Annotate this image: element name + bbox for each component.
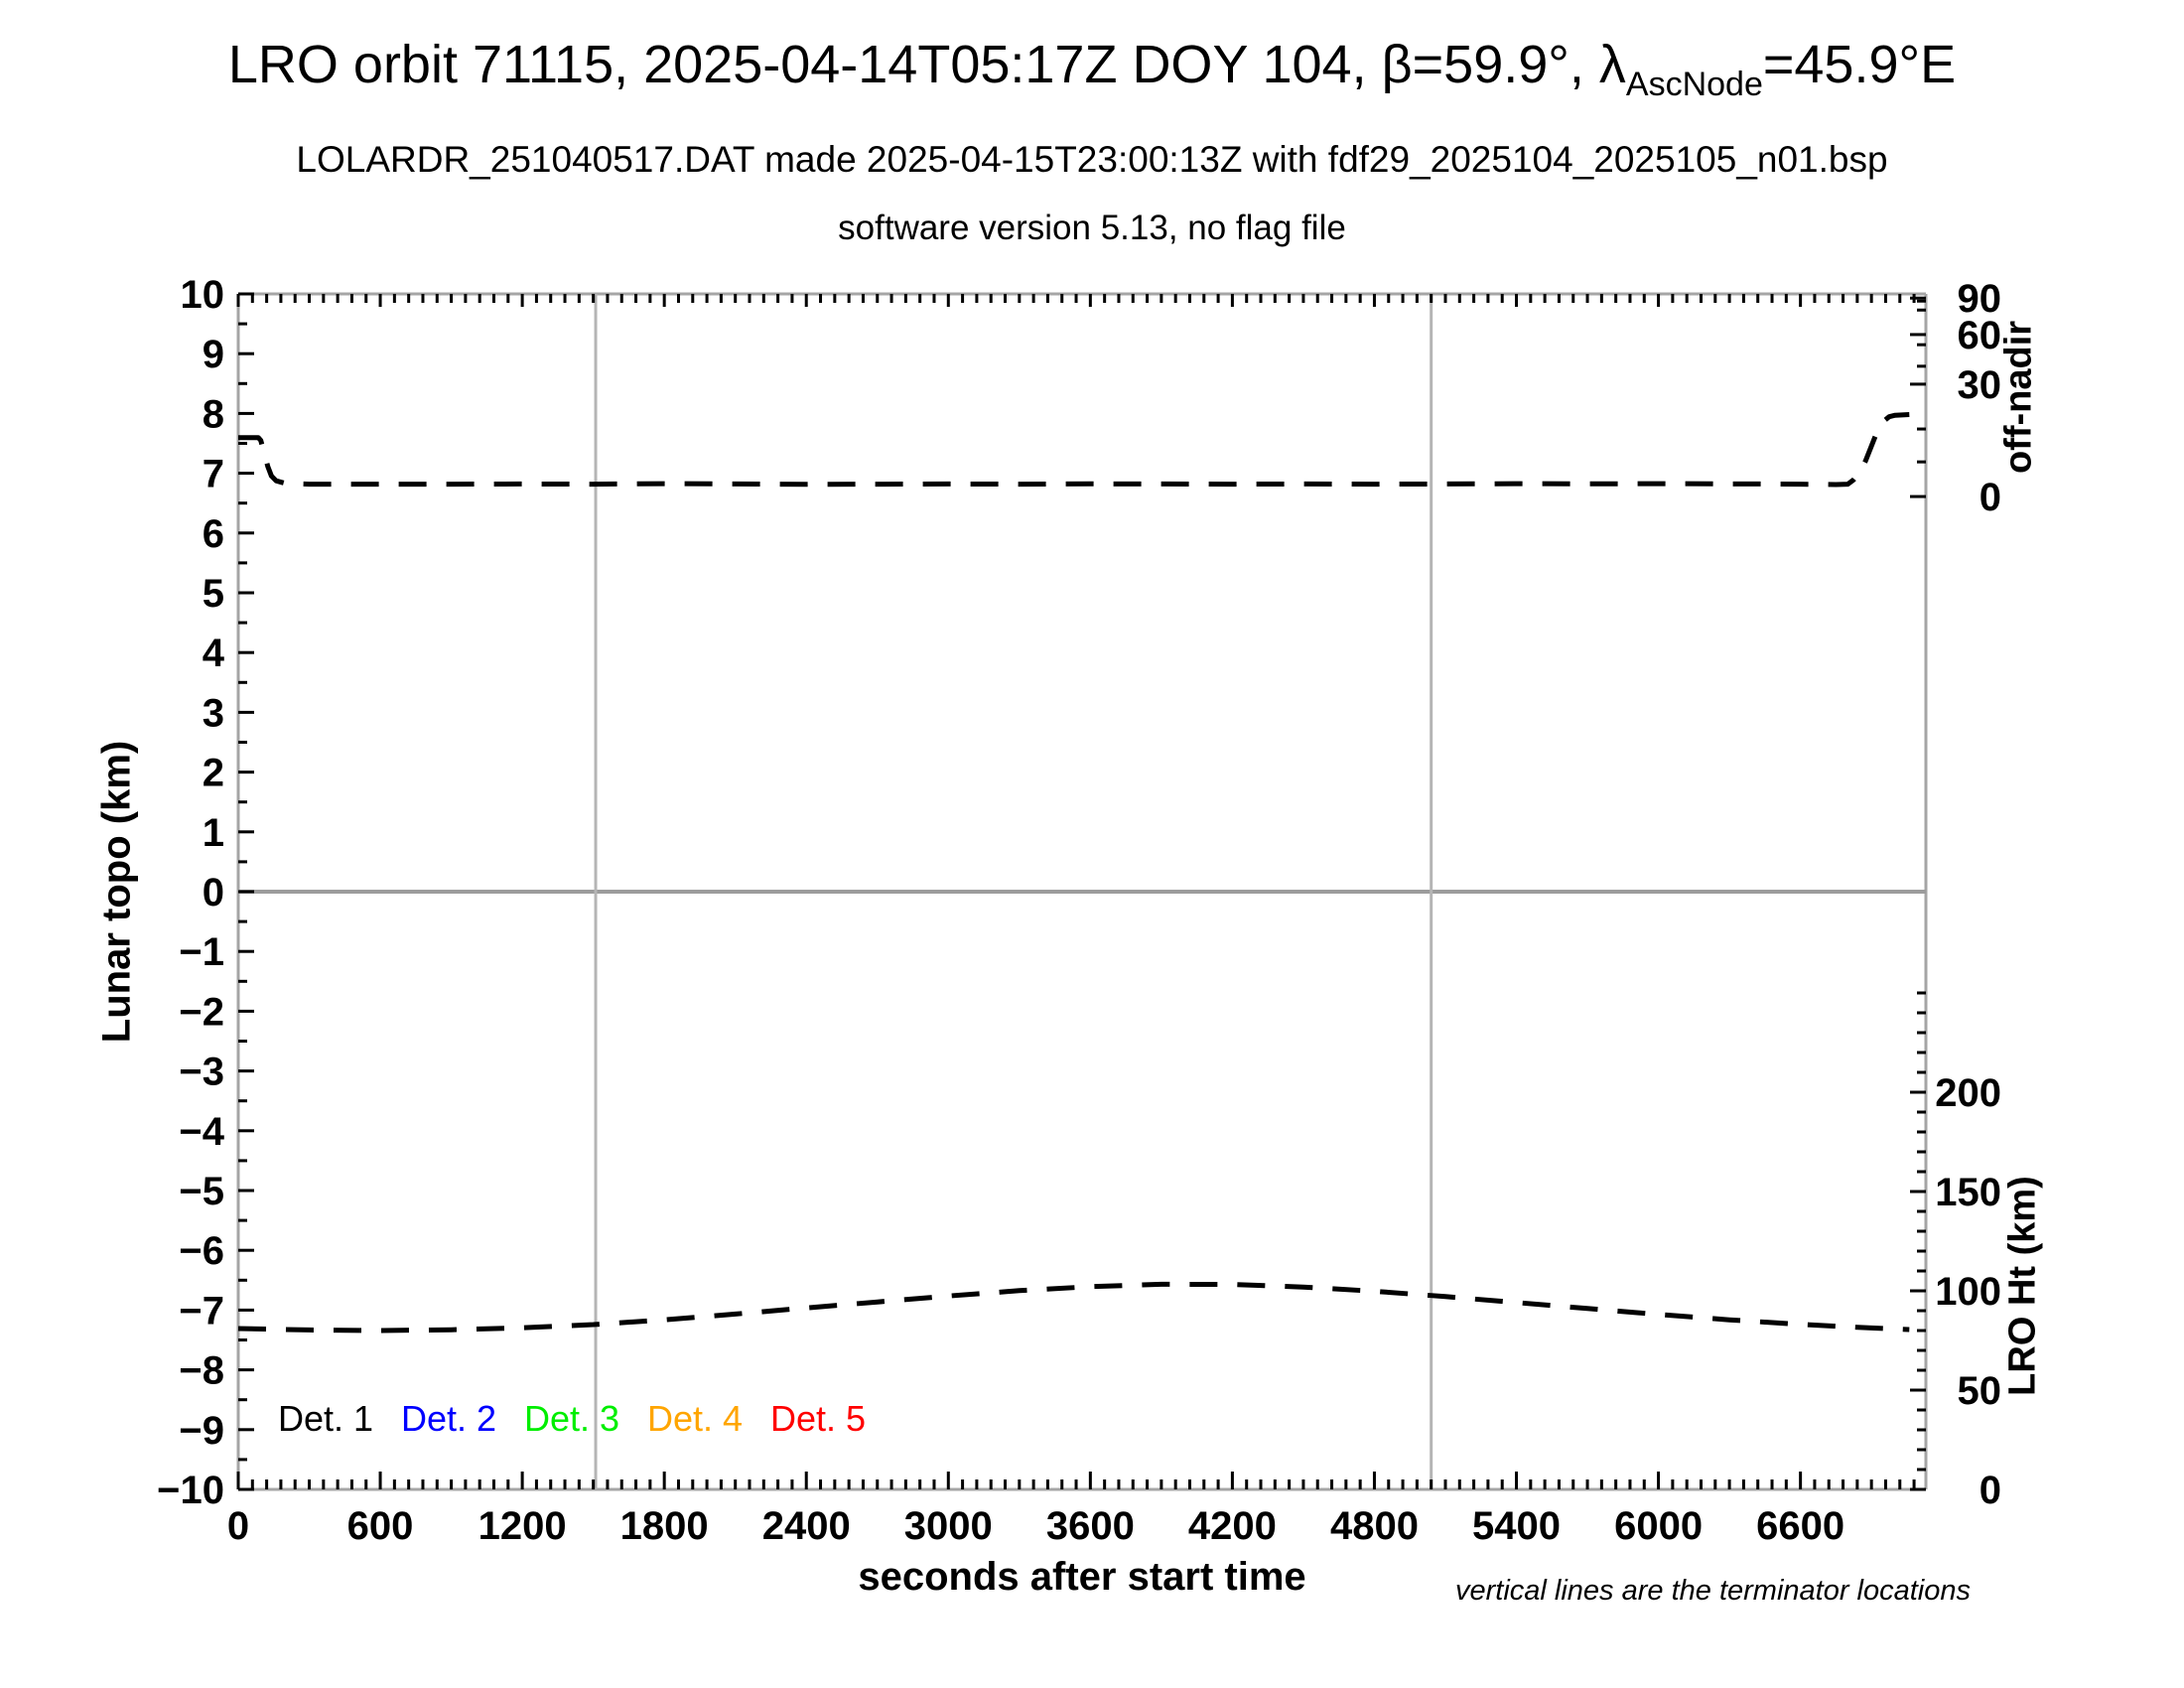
x-tick-label: 1200 <box>478 1504 567 1548</box>
y-left-tick-label: 5 <box>203 572 224 616</box>
y-left-tick-label: −8 <box>179 1349 224 1393</box>
y-left-tick-label: 9 <box>203 333 224 376</box>
y-left-tick-label: 4 <box>203 632 225 675</box>
subtitle-version-line: software version 5.13, no flag file <box>838 209 1346 247</box>
y-right-bottom-axis-title: LRO Ht (km) <box>2001 1176 2044 1396</box>
x-axis-title: seconds after start time <box>858 1555 1306 1599</box>
legend-item-det-5: Det. 5 <box>770 1398 867 1439</box>
y-left-tick-label: 1 <box>203 811 224 855</box>
offnadir-tick-label: 30 <box>1958 363 2002 407</box>
x-tick-label: 6600 <box>1756 1504 1844 1548</box>
y-left-tick-label: 7 <box>203 453 224 496</box>
y-left-tick-label: 2 <box>203 752 224 795</box>
x-tick-label: 0 <box>227 1504 249 1548</box>
y-left-tick-label: 0 <box>203 871 224 914</box>
y-left-tick-label: −1 <box>179 930 224 974</box>
x-tick-label: 600 <box>347 1504 414 1548</box>
x-tick-label: 5400 <box>1472 1504 1561 1548</box>
y-left-tick-label: 8 <box>203 392 224 436</box>
x-tick-label: 2400 <box>762 1504 851 1548</box>
title-prefix: LRO orbit 71115, 2025-04-14T05:17Z DOY 1… <box>227 35 1626 94</box>
legend-item-det-1: Det. 1 <box>278 1398 374 1439</box>
y-right-top-axis-title: off-nadir <box>1997 320 2040 475</box>
terminator-footnote: vertical lines are the terminator locati… <box>1454 1575 1971 1607</box>
title-suffix: =45.9°E <box>1762 35 1957 94</box>
x-tick-label: 4800 <box>1330 1504 1419 1548</box>
y-left-tick-label: −9 <box>179 1409 224 1453</box>
offnadir-tick-label: 0 <box>1979 476 2001 519</box>
y-left-tick-label: −7 <box>179 1289 224 1333</box>
lro-ht-tick-label: 100 <box>1935 1270 2001 1314</box>
lro-ht-tick-label: 150 <box>1935 1171 2001 1214</box>
y-left-tick-label: −3 <box>179 1051 224 1094</box>
y-left-tick-label: −4 <box>179 1110 224 1154</box>
x-tick-label: 4200 <box>1188 1504 1277 1548</box>
y-left-tick-label: −10 <box>157 1469 224 1512</box>
offnadir-tick-label: 90 <box>1958 277 2002 321</box>
series-off-nadir-angle <box>238 412 1910 488</box>
page-title: LRO orbit 71115, 2025-04-14T05:17Z DOY 1… <box>0 34 2184 103</box>
legend-item-det-3: Det. 3 <box>524 1398 620 1439</box>
x-tick-label: 3600 <box>1046 1504 1135 1548</box>
legend-item-det-4: Det. 4 <box>647 1398 744 1439</box>
lro-ht-tick-label: 0 <box>1979 1469 2001 1512</box>
legend-item-det-2: Det. 2 <box>401 1398 497 1439</box>
y-left-tick-label: 6 <box>203 512 224 556</box>
title-subscript: AscNode <box>1625 66 1763 103</box>
y-left-tick-label: 10 <box>181 273 225 317</box>
x-tick-label: 3000 <box>904 1504 993 1548</box>
subtitle-file-line: LOLARDR_251040517.DAT made 2025-04-15T23… <box>296 139 1888 180</box>
x-tick-label: 1800 <box>620 1504 709 1548</box>
y-left-tick-label: 3 <box>203 691 224 735</box>
offnadir-tick-label: 60 <box>1958 314 2002 357</box>
lro-ht-tick-label: 200 <box>1935 1071 2001 1115</box>
series-LRO-height <box>237 1281 1910 1334</box>
y-left-tick-label: −5 <box>179 1170 224 1213</box>
x-tick-label: 6000 <box>1614 1504 1703 1548</box>
y-left-axis-title: Lunar topo (km) <box>94 740 139 1044</box>
y-left-tick-label: −6 <box>179 1229 224 1273</box>
lro-ht-tick-label: 50 <box>1958 1369 2002 1413</box>
y-left-tick-label: −2 <box>179 990 224 1034</box>
